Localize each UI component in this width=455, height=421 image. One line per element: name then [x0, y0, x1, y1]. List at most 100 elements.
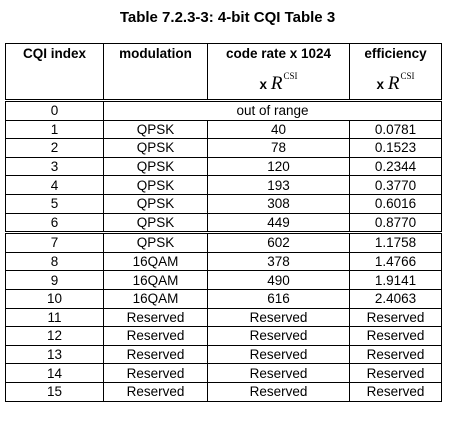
modulation-cell: Reserved	[103, 326, 208, 346]
header-efficiency-label: efficiency	[364, 46, 427, 61]
code-rate-cell: 120	[207, 156, 350, 177]
code-rate-cell: 378	[207, 251, 350, 272]
modulation-cell: Reserved	[103, 307, 208, 328]
cqi-index-cell: 8	[5, 251, 104, 272]
cqi-index-cell: 0	[5, 100, 104, 121]
table-row: 3 QPSK 120 0.2344	[5, 156, 442, 177]
header-efficiency: efficiency x RCSI	[349, 43, 442, 102]
efficiency-cell: Reserved	[349, 307, 442, 328]
code-rate-cell: 308	[207, 193, 350, 214]
table-row: 10 16QAM 616 2.4063	[5, 288, 442, 309]
code-rate-cell: 490	[207, 270, 350, 290]
table-row: 6 QPSK 449 0.8770	[5, 212, 442, 234]
efficiency-cell: 0.2344	[349, 156, 442, 177]
code-rate-cell: 616	[207, 288, 350, 309]
code-rate-cell: Reserved	[207, 307, 350, 328]
code-rate-cell: Reserved	[207, 363, 350, 383]
cqi-index-cell: 10	[5, 288, 104, 309]
table-row: 12 Reserved Reserved Reserved	[5, 326, 442, 346]
efficiency-r-csi-symbol: RCSI	[387, 71, 415, 94]
cqi-table: CQI index modulation code rate x 1024 x …	[5, 43, 442, 402]
modulation-cell: Reserved	[103, 344, 208, 365]
efficiency-cell: 1.1758	[349, 231, 442, 253]
r-superscript: CSI	[400, 71, 415, 81]
header-cqi-index-label: CQI index	[22, 46, 86, 61]
cqi-index-cell: 12	[5, 326, 104, 346]
modulation-cell: QPSK	[103, 212, 208, 234]
modulation-cell: QPSK	[103, 138, 208, 158]
modulation-cell: Reserved	[103, 381, 208, 402]
efficiency-cell: 1.4766	[349, 251, 442, 272]
cqi-index-cell: 14	[5, 363, 104, 383]
efficiency-cell: 0.0781	[349, 119, 442, 140]
modulation-cell: Reserved	[103, 363, 208, 383]
code-rate-r-csi-symbol: RCSI	[270, 71, 298, 94]
code-rate-cell: 40	[207, 119, 350, 140]
code-rate-cell: 602	[207, 231, 350, 253]
modulation-cell: 16QAM	[103, 270, 208, 290]
header-modulation-label: modulation	[119, 46, 192, 61]
modulation-cell: QPSK	[103, 119, 208, 140]
cqi-index-cell: 2	[5, 138, 104, 158]
table-body: 0 out of range 1 QPSK 40 0.0781 2 QPSK 7…	[5, 100, 442, 402]
code-rate-cell: 78	[207, 138, 350, 158]
r-symbol: R	[270, 73, 283, 94]
header-cqi-index: CQI index	[5, 43, 104, 102]
r-symbol: R	[387, 73, 400, 94]
cqi-index-cell: 7	[5, 231, 104, 253]
efficiency-cell: 0.1523	[349, 138, 442, 158]
table-row: 15 Reserved Reserved Reserved	[5, 381, 442, 402]
table-row: 14 Reserved Reserved Reserved	[5, 363, 442, 383]
header-efficiency-factor: x RCSI	[350, 68, 441, 93]
efficiency-cell: Reserved	[349, 381, 442, 402]
modulation-cell: QPSK	[103, 193, 208, 214]
cqi-index-cell: 15	[5, 381, 104, 402]
table-title: Table 7.2.3-3: 4-bit CQI Table 3	[119, 9, 336, 26]
code-rate-cell: 193	[207, 175, 350, 195]
cqi-index-cell: 3	[5, 156, 104, 177]
table-row: 2 QPSK 78 0.1523	[5, 138, 442, 158]
modulation-cell: 16QAM	[103, 251, 208, 272]
code-rate-cell: Reserved	[207, 326, 350, 346]
cqi-index-cell: 5	[5, 193, 104, 214]
table-row: 11 Reserved Reserved Reserved	[5, 307, 442, 328]
cqi-index-cell: 9	[5, 270, 104, 290]
header-code-rate: code rate x 1024 x RCSI	[207, 43, 350, 102]
modulation-cell: QPSK	[103, 156, 208, 177]
code-rate-factor-prefix: x	[259, 77, 268, 92]
cqi-index-cell: 4	[5, 175, 104, 195]
cqi-index-cell: 13	[5, 344, 104, 365]
efficiency-cell: Reserved	[349, 326, 442, 346]
efficiency-cell: 0.8770	[349, 212, 442, 234]
header-row: CQI index modulation code rate x 1024 x …	[5, 43, 442, 102]
modulation-cell: QPSK	[103, 231, 208, 253]
table-row: 1 QPSK 40 0.0781	[5, 119, 442, 140]
code-rate-cell: Reserved	[207, 344, 350, 365]
efficiency-cell: 2.4063	[349, 288, 442, 309]
table-row: 13 Reserved Reserved Reserved	[5, 344, 442, 365]
modulation-cell: 16QAM	[103, 288, 208, 309]
efficiency-cell: Reserved	[349, 344, 442, 365]
cqi-index-cell: 6	[5, 212, 104, 234]
efficiency-factor-prefix: x	[376, 77, 385, 92]
efficiency-cell: 0.6016	[349, 193, 442, 214]
table-row: 8 16QAM 378 1.4766	[5, 251, 442, 272]
table-row: 0 out of range	[5, 100, 442, 121]
cqi-index-cell: 1	[5, 119, 104, 140]
modulation-cell: QPSK	[103, 175, 208, 195]
table-row: 7 QPSK 602 1.1758	[5, 231, 442, 253]
code-rate-cell: 449	[207, 212, 350, 234]
table-row: 4 QPSK 193 0.3770	[5, 175, 442, 195]
code-rate-cell: Reserved	[207, 381, 350, 402]
out-of-range-cell: out of range	[103, 100, 442, 121]
table-row: 9 16QAM 490 1.9141	[5, 270, 442, 290]
table-row: 5 QPSK 308 0.6016	[5, 193, 442, 214]
cqi-index-cell: 11	[5, 307, 104, 328]
r-superscript: CSI	[283, 71, 298, 81]
header-code-rate-factor: x RCSI	[208, 68, 349, 93]
efficiency-cell: 1.9141	[349, 270, 442, 290]
efficiency-cell: 0.3770	[349, 175, 442, 195]
header-code-rate-label: code rate x 1024	[225, 46, 332, 61]
header-modulation: modulation	[103, 43, 208, 102]
efficiency-cell: Reserved	[349, 363, 442, 383]
